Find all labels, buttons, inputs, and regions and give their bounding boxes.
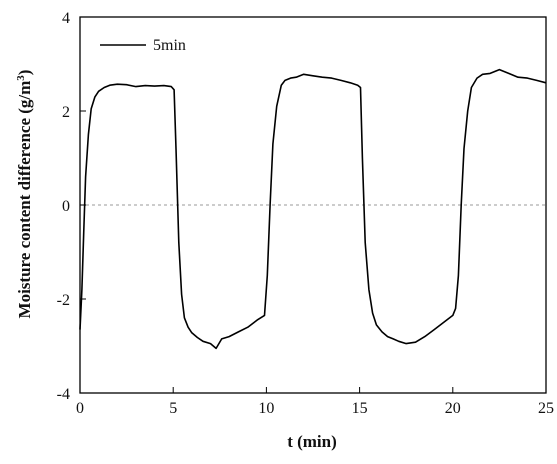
y-tick-label: 0 bbox=[62, 198, 70, 215]
x-tick-label: 20 bbox=[445, 400, 461, 417]
x-tick-label: 25 bbox=[538, 400, 554, 417]
x-axis-title: t (min) bbox=[287, 432, 337, 451]
x-tick-label: 0 bbox=[76, 400, 84, 417]
plot-area: 0 5 10 15 20 25 -4 -2 0 2 4 bbox=[57, 10, 554, 417]
y-tick-label: -2 bbox=[57, 292, 70, 309]
legend-label-5min: 5min bbox=[153, 37, 186, 54]
svg-text:Moisture content difference (g: Moisture content difference (g/m3) bbox=[15, 70, 34, 319]
x-tick-label: 5 bbox=[169, 400, 177, 417]
legend: 5min bbox=[100, 37, 186, 54]
y-axis-title-main: Moisture content difference (g/m bbox=[15, 81, 34, 319]
x-tick-label: 10 bbox=[258, 400, 274, 417]
x-tick-label: 15 bbox=[352, 400, 368, 417]
y-tick-label: -4 bbox=[57, 386, 70, 403]
y-axis-title-superscript: 3 bbox=[15, 75, 27, 81]
y-tick-label: 2 bbox=[62, 104, 70, 121]
series-line-0 bbox=[79, 68, 547, 350]
y-axis-title: Moisture content difference (g/m3) bbox=[15, 70, 34, 319]
y-tick-label: 4 bbox=[62, 10, 70, 27]
y-axis-title-close: ) bbox=[15, 70, 34, 76]
